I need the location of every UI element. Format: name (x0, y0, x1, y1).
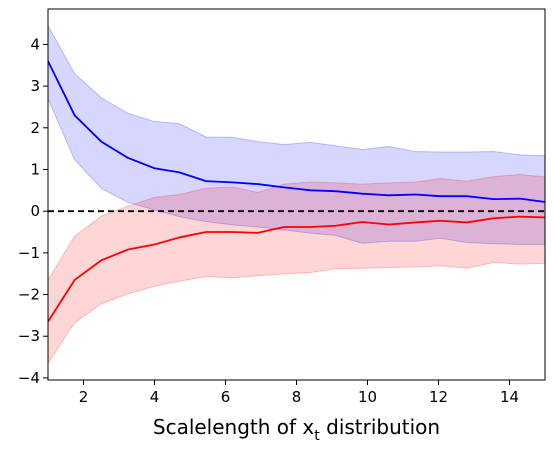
y-tick-label: −1 (18, 244, 40, 262)
y-tick-label: 1 (30, 160, 40, 178)
y-axis-ticks: −4 −3 −2 −1 0 1 2 3 4 (18, 35, 48, 387)
confidence-bands (47, 23, 546, 365)
line-series-2 (47, 215, 546, 323)
y-tick-label: −3 (18, 327, 40, 345)
series-lines (47, 60, 546, 323)
x-axis-ticks: 2 4 6 8 10 12 14 (79, 380, 519, 406)
band-series-2 (47, 173, 546, 365)
y-tick-label: −2 (18, 286, 40, 304)
y-tick-label: 0 (30, 202, 40, 220)
y-tick-label: 3 (30, 77, 40, 95)
x-tick-label: 12 (429, 388, 448, 406)
x-axis-title-suffix: distribution (320, 415, 440, 439)
y-tick-label: −4 (18, 369, 40, 387)
x-tick-label: 14 (500, 388, 519, 406)
x-tick-label: 8 (292, 388, 302, 406)
x-tick-label: 4 (150, 388, 160, 406)
x-axis-title-main: Scalelength of x (153, 415, 315, 439)
x-tick-label: 2 (79, 388, 89, 406)
x-tick-label: 6 (221, 388, 231, 406)
y-tick-label: 4 (30, 35, 40, 53)
x-axis-title-subscript: t (314, 428, 320, 444)
x-axis-title: Scalelength of xt distribution (153, 415, 440, 444)
line-series-1 (47, 60, 546, 203)
x-tick-label: 10 (358, 388, 377, 406)
y-tick-label: 2 (30, 119, 40, 137)
